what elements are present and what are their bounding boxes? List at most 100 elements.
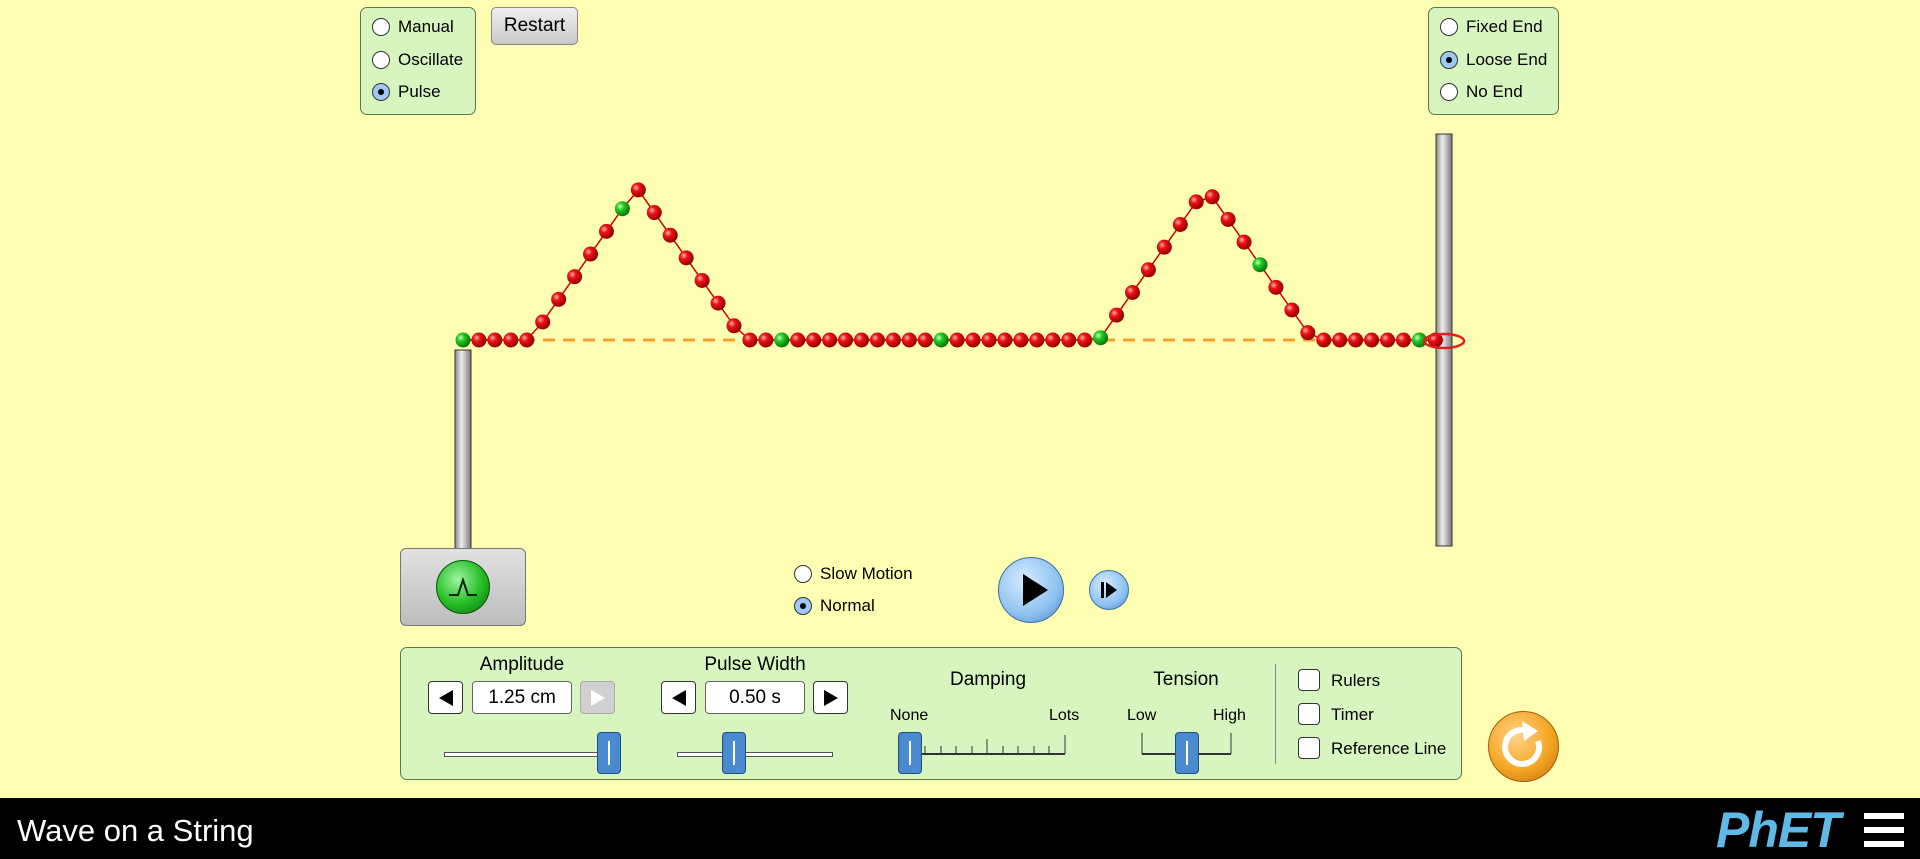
left-post (454, 349, 472, 551)
marked-bead (1411, 332, 1427, 348)
slow-motion-radio[interactable]: Slow Motion (794, 564, 913, 584)
pulse-width-slider-track[interactable] (677, 752, 833, 757)
play-icon (1023, 574, 1048, 606)
radio-button[interactable] (794, 597, 812, 615)
step-button[interactable] (1089, 570, 1129, 610)
pulse-width-increase-button[interactable] (813, 681, 848, 714)
tension-label: Tension (1153, 669, 1219, 690)
menu-icon[interactable] (1864, 813, 1904, 847)
string-bead (806, 332, 822, 348)
string-bead (1013, 332, 1029, 348)
string-bead (694, 272, 710, 288)
no-end-radio[interactable]: No End (1440, 82, 1523, 102)
wave-simulation (454, 133, 1466, 551)
mode-panel: Manual Oscillate Pulse (360, 7, 476, 115)
radio-button[interactable] (372, 51, 390, 69)
string-bead (869, 332, 885, 348)
pulse-icon (449, 576, 477, 596)
phet-logo[interactable]: PhET (1716, 802, 1841, 858)
radio-button[interactable] (372, 18, 390, 36)
string-bead (1348, 332, 1364, 348)
mode-pulse-radio[interactable]: Pulse (372, 82, 441, 102)
tension-min-label: Low (1127, 707, 1157, 724)
string-bead (838, 332, 854, 348)
step-icon (1101, 582, 1117, 598)
string-bead (965, 332, 981, 348)
loose-end-ring[interactable] (1422, 332, 1466, 350)
string-bead (678, 250, 694, 266)
reset-all-button[interactable] (1488, 711, 1559, 782)
string-bead (646, 205, 662, 221)
marked-bead (1252, 257, 1268, 273)
damping-slider-thumb[interactable] (898, 732, 922, 774)
amplitude-slider-thumb[interactable] (596, 732, 621, 774)
reference-line-checkbox[interactable] (1298, 737, 1320, 759)
string-bead (1172, 217, 1188, 233)
string-bead (1109, 307, 1125, 323)
fixed-end-radio[interactable]: Fixed End (1440, 17, 1543, 37)
damping-label: Damping (949, 669, 1027, 690)
radio-label: No End (1466, 82, 1523, 101)
pulse-button[interactable] (436, 560, 490, 614)
string-bead (1140, 262, 1156, 278)
string-bead (1156, 239, 1172, 255)
string-bead (535, 314, 551, 330)
pulse-width-slider-thumb[interactable] (721, 732, 746, 774)
radio-label: Pulse (398, 82, 441, 101)
mode-oscillate-radio[interactable]: Oscillate (372, 50, 463, 70)
damping-max-label: Lots (1049, 707, 1080, 724)
string-bead (981, 332, 997, 348)
tension-slider-thumb[interactable] (1174, 732, 1199, 774)
radio-label: Manual (398, 17, 454, 36)
string-bead (1284, 302, 1300, 318)
marked-bead (455, 332, 471, 348)
play-button[interactable] (998, 557, 1064, 623)
amplitude-decrease-button[interactable] (428, 681, 463, 714)
marked-bead (1093, 330, 1109, 346)
string-bead (1061, 332, 1077, 348)
string-bead (949, 332, 965, 348)
radio-button[interactable] (1440, 51, 1458, 69)
string-bead (567, 269, 583, 285)
amplitude-slider-track[interactable] (444, 752, 614, 757)
string-bead (551, 291, 567, 307)
amplitude-value: 1.25 cm (472, 681, 572, 714)
string-bead (503, 332, 519, 348)
string-bead (917, 332, 933, 348)
radio-button[interactable] (1440, 83, 1458, 101)
amplitude-label: Amplitude (479, 654, 565, 675)
damping-slider-track[interactable] (900, 725, 1080, 765)
left-arrow-icon (671, 689, 686, 706)
sim-title: Wave on a String (17, 813, 254, 848)
radio-label: Normal (820, 596, 875, 615)
mode-manual-radio[interactable]: Manual (372, 17, 454, 37)
string-bead (1332, 332, 1348, 348)
timer-label: Timer (1331, 705, 1374, 724)
amplitude-increase-button[interactable] (580, 681, 615, 714)
radio-button[interactable] (794, 565, 812, 583)
rulers-checkbox[interactable] (1298, 669, 1320, 691)
string-bead (1316, 332, 1332, 348)
marked-bead (774, 332, 790, 348)
control-panel (400, 647, 1462, 780)
navigation-bar: Wave on a String PhET (0, 798, 1920, 859)
end-type-panel: Fixed End Loose End No End (1428, 7, 1559, 115)
marked-bead (933, 332, 949, 348)
radio-label: Oscillate (398, 50, 464, 69)
pulse-width-decrease-button[interactable] (661, 681, 696, 714)
string-bead (1364, 332, 1380, 348)
loose-end-radio[interactable]: Loose End (1440, 50, 1547, 70)
radio-label: Loose End (1466, 50, 1548, 69)
tension-max-label: High (1213, 707, 1246, 724)
rulers-label: Rulers (1331, 671, 1381, 690)
timer-checkbox[interactable] (1298, 703, 1320, 725)
right-arrow-icon (823, 689, 838, 706)
radio-button[interactable] (1440, 18, 1458, 36)
string-bead (710, 295, 726, 311)
normal-speed-radio[interactable]: Normal (794, 596, 875, 616)
pulse-width-label: Pulse Width (704, 654, 806, 675)
string-bead (758, 332, 774, 348)
radio-button[interactable] (372, 83, 390, 101)
radio-label: Slow Motion (820, 564, 913, 583)
restart-button[interactable]: Restart (491, 7, 578, 45)
